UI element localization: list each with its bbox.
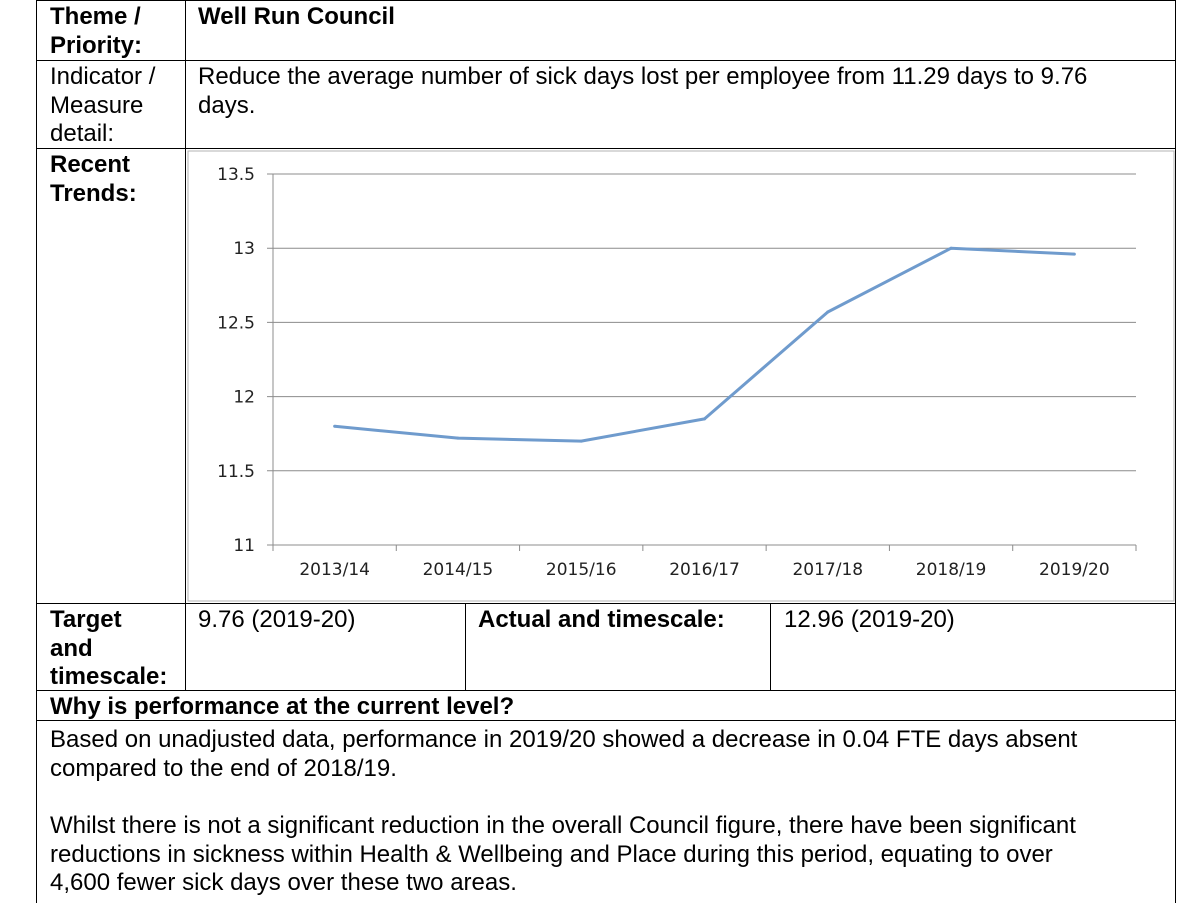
why-paragraph-2: Whilst there is not a significant reduct… [50, 812, 1076, 896]
table-border-label-col [185, 0, 186, 690]
x-tick-label: 2015/16 [546, 560, 617, 580]
data-point [949, 246, 953, 250]
actual-value: 12.96 (2019-20) [784, 606, 955, 633]
table-border-actual-label-left [465, 603, 466, 690]
data-point [1072, 252, 1076, 256]
target-value: 9.76 (2019-20) [198, 606, 356, 633]
chart-frame [187, 150, 1175, 602]
table-border-row4 [36, 690, 1176, 691]
table-border-row1 [36, 60, 1176, 61]
data-point [826, 310, 830, 314]
x-tick-label: 2016/17 [669, 560, 740, 580]
x-tick-label: 2018/19 [916, 560, 987, 580]
table-border-row5 [36, 720, 1176, 721]
x-tick-label: 2017/18 [792, 560, 863, 580]
y-tick-label: 11.5 [217, 462, 255, 482]
x-tick-label: 2019/20 [1039, 560, 1110, 580]
theme-label: Theme / Priority: [50, 3, 143, 59]
data-point [456, 436, 460, 440]
data-point [579, 439, 583, 443]
y-tick-label: 13 [233, 239, 255, 259]
actual-label: Actual and timescale: [478, 606, 725, 633]
data-point [333, 424, 337, 428]
theme-value: Well Run Council [198, 3, 395, 30]
x-tick-label: 2013/14 [299, 560, 370, 580]
why-heading: Why is performance at the current level? [50, 693, 515, 720]
trends-label: Recent Trends: [50, 151, 137, 207]
sick-days-line-chart: 11 11.5 12 12.5 13 13.5 2013/14 2014/15 2015/16… [187, 150, 1175, 602]
why-paragraph-1: Based on unadjusted data, performance in… [50, 726, 1078, 782]
indicator-label: Indicator / Measure detail: [50, 63, 156, 147]
data-point [703, 417, 706, 421]
table-border-top [36, 0, 1176, 1]
indicator-value: Reduce the average number of sick days l… [198, 63, 1088, 119]
target-label: Target and timescale: [50, 606, 168, 690]
x-tick-label: 2014/15 [423, 560, 494, 580]
table-border-row2 [36, 148, 1176, 149]
y-tick-label: 12.5 [217, 313, 255, 333]
table-border-row3 [36, 603, 1176, 604]
y-tick-label: 11 [233, 536, 255, 556]
table-border-right [1175, 0, 1176, 903]
y-tick-label: 12 [233, 388, 255, 408]
table-border-left [36, 0, 37, 903]
y-tick-label: 13.5 [217, 165, 255, 185]
table-border-actual-value-left [770, 603, 771, 690]
